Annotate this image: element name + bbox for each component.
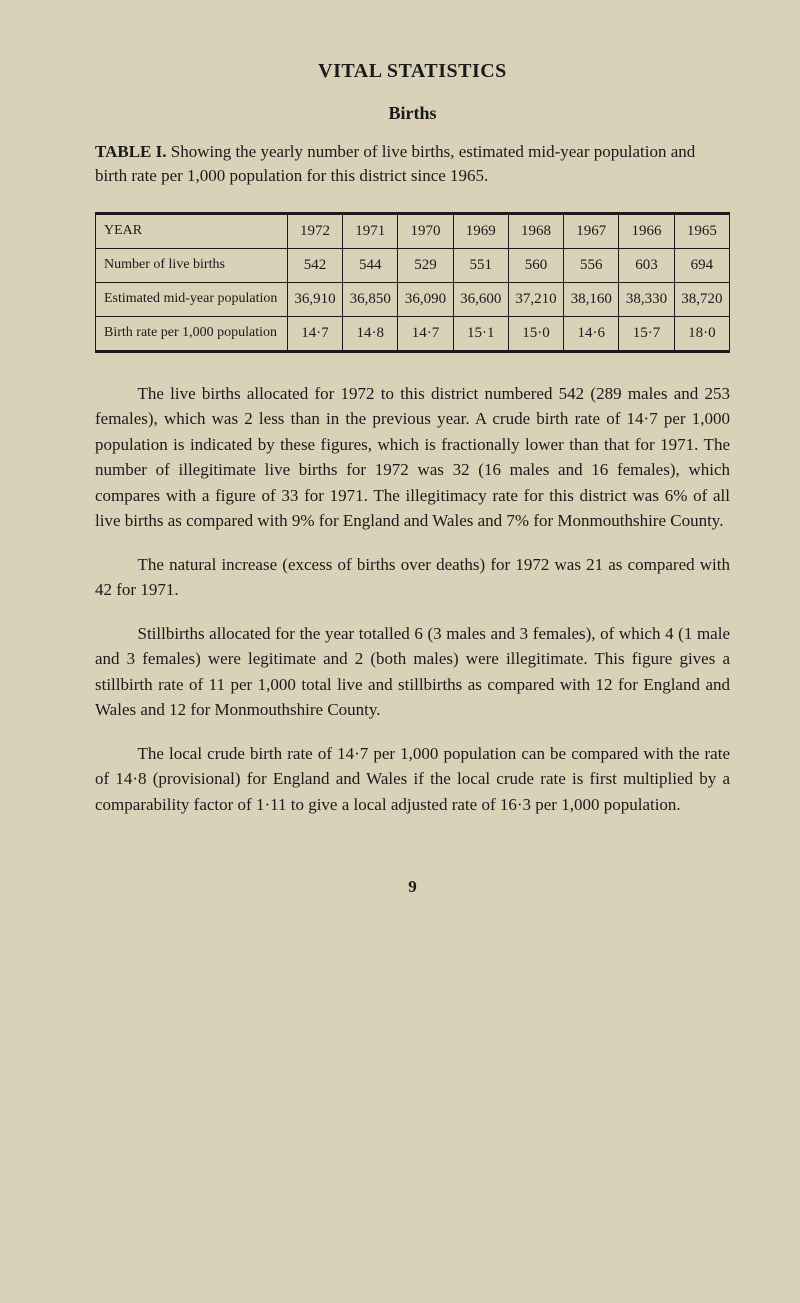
cell: 37,210	[508, 282, 563, 316]
page-number: 9	[95, 877, 730, 897]
body-paragraph: The local crude birth rate of 14·7 per 1…	[95, 741, 730, 818]
year-col: 1965	[674, 213, 729, 248]
cell: 38,160	[564, 282, 619, 316]
year-col: 1966	[619, 213, 674, 248]
cell: 38,720	[674, 282, 729, 316]
cell: 14·7	[287, 316, 342, 351]
cell: 542	[287, 248, 342, 282]
cell: 36,850	[343, 282, 398, 316]
main-heading: VITAL STATISTICS	[95, 60, 730, 83]
year-col: 1970	[398, 213, 453, 248]
cell: 603	[619, 248, 674, 282]
row-label: Number of live births	[96, 248, 288, 282]
year-col: 1967	[564, 213, 619, 248]
document-page: VITAL STATISTICS Births TABLE I. Showing…	[0, 0, 800, 937]
births-table: YEAR 1972 1971 1970 1969 1968 1967 1966 …	[95, 212, 730, 353]
cell: 15·7	[619, 316, 674, 351]
cell: 14·8	[343, 316, 398, 351]
cell: 551	[453, 248, 508, 282]
cell: 38,330	[619, 282, 674, 316]
row-label: Birth rate per 1,000 population	[96, 316, 288, 351]
cell: 529	[398, 248, 453, 282]
sub-heading: Births	[95, 103, 730, 124]
cell: 694	[674, 248, 729, 282]
cell: 544	[343, 248, 398, 282]
cell: 36,910	[287, 282, 342, 316]
cell: 15·1	[453, 316, 508, 351]
table-row: Number of live births 542 544 529 551 56…	[96, 248, 730, 282]
body-paragraph: Stillbirths allocated for the year total…	[95, 621, 730, 723]
table-row: Estimated mid-year population 36,910 36,…	[96, 282, 730, 316]
body-paragraph: The natural increase (excess of births o…	[95, 552, 730, 603]
cell: 560	[508, 248, 563, 282]
cell: 36,090	[398, 282, 453, 316]
cell: 18·0	[674, 316, 729, 351]
row-label: Estimated mid-year population	[96, 282, 288, 316]
table-caption-block: TABLE I. Showing the yearly number of li…	[95, 140, 730, 188]
cell: 14·6	[564, 316, 619, 351]
year-col: 1972	[287, 213, 342, 248]
table-row: Birth rate per 1,000 population 14·7 14·…	[96, 316, 730, 351]
year-col: 1968	[508, 213, 563, 248]
cell: 556	[564, 248, 619, 282]
table-label: TABLE I.	[95, 142, 167, 161]
year-col: 1969	[453, 213, 508, 248]
cell: 36,600	[453, 282, 508, 316]
body-paragraph: The live births allocated for 1972 to th…	[95, 381, 730, 534]
cell: 15·0	[508, 316, 563, 351]
year-header-label: YEAR	[96, 213, 288, 248]
table-caption: Showing the yearly number of live births…	[95, 142, 695, 185]
year-col: 1971	[343, 213, 398, 248]
cell: 14·7	[398, 316, 453, 351]
